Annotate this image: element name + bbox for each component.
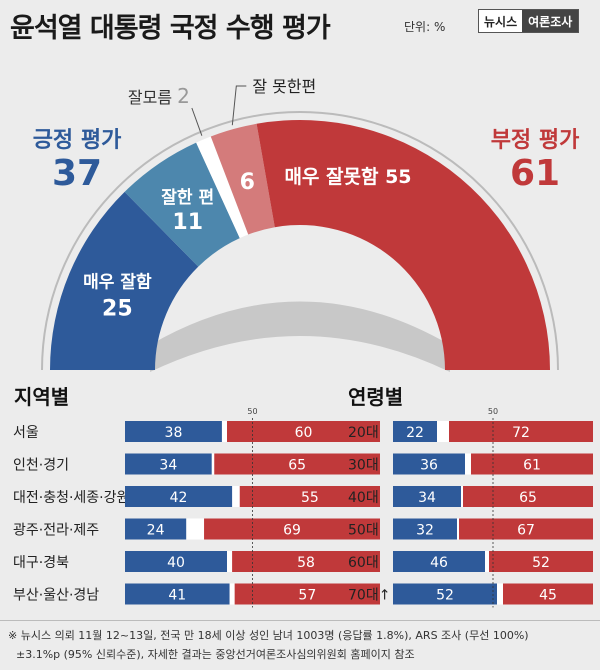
age-row-label-4: 50대 bbox=[348, 523, 379, 539]
region-chart-title: 지역별 bbox=[14, 385, 70, 409]
positive-value: 37 bbox=[51, 153, 103, 195]
region-bar-neg-1 bbox=[227, 421, 380, 442]
region-bar-pos-5 bbox=[125, 551, 227, 572]
region-bar-pos-1 bbox=[125, 421, 222, 442]
region-neg-value-1: 60 bbox=[295, 425, 313, 441]
region-pos-value-6: 41 bbox=[168, 588, 186, 604]
slice-leader-4 bbox=[231, 85, 247, 126]
slice-label-4: 잘 못한편 bbox=[252, 77, 316, 96]
age-neg-value-2: 61 bbox=[523, 458, 541, 474]
age-bar-pos-1 bbox=[393, 421, 437, 442]
slice-value-2: 11 bbox=[172, 210, 203, 235]
region-bar-pos-4 bbox=[125, 518, 187, 540]
arc-slice-3 bbox=[196, 136, 249, 239]
age-row-label-3: 40대 bbox=[348, 490, 379, 506]
age-bar-pos-2 bbox=[393, 453, 465, 475]
age-row-label-5: 60대 bbox=[348, 555, 379, 571]
region-bar-neg-3 bbox=[239, 486, 380, 507]
brand-survey: 여론조사 bbox=[522, 10, 579, 32]
region-neg-value-5: 58 bbox=[297, 555, 315, 571]
age-bar-neg-2 bbox=[471, 453, 593, 475]
stacked-bar-charts: 50 서울 38 60 인천·경기 34 65 대전·충청·세종·강원 42 55 광주·전라·제주… bbox=[13, 407, 593, 608]
age-bar-neg-1 bbox=[449, 421, 593, 442]
region-row-label-3: 대전·충청·세종·강원 bbox=[13, 490, 129, 506]
age-bar-pos-4 bbox=[393, 518, 457, 540]
region-ref-label: 50 bbox=[247, 407, 257, 416]
brand-name: 뉴시스 bbox=[479, 10, 523, 32]
age-bar-neg-4 bbox=[459, 518, 593, 540]
age-row-label-2: 30대 bbox=[348, 458, 379, 474]
region-pos-value-4: 24 bbox=[147, 523, 165, 539]
region-bar-neg-2 bbox=[214, 453, 380, 475]
region-pos-value-5: 40 bbox=[167, 555, 185, 571]
arc-floor-shadow bbox=[150, 301, 450, 372]
region-bar-pos-2 bbox=[125, 453, 212, 475]
region-pos-value-2: 34 bbox=[159, 458, 177, 474]
negative-label: 부정 평가 bbox=[490, 128, 580, 153]
age-neg-value-1: 72 bbox=[512, 425, 530, 441]
age-bar-pos-5 bbox=[393, 551, 485, 572]
arc-outer-ring bbox=[41, 111, 559, 371]
age-bar-pos-3 bbox=[393, 486, 461, 507]
region-pos-value-3: 42 bbox=[170, 490, 188, 506]
region-bar-pos-6 bbox=[125, 583, 230, 605]
arc-slice-5 bbox=[256, 120, 550, 371]
age-pos-value-3: 34 bbox=[418, 490, 436, 506]
arc-slice-2 bbox=[124, 142, 240, 267]
footnote: ※ 뉴시스 의뢰 11월 12~13일, 전국 만 18세 이상 성인 남녀 1… bbox=[8, 627, 593, 664]
age-chart-title: 연령별 bbox=[348, 385, 404, 409]
age-neg-value-3: 65 bbox=[519, 490, 537, 506]
negative-value: 61 bbox=[509, 153, 561, 195]
age-bar-neg-6 bbox=[503, 583, 593, 605]
page-title: 윤석열 대통령 국정 수행 평가 bbox=[10, 13, 331, 44]
region-row-label-5: 대구·경북 bbox=[13, 555, 69, 571]
slice-label-3: 잘모름 2 bbox=[128, 84, 190, 108]
slice-value-1: 25 bbox=[102, 297, 133, 322]
age-pos-value-4: 32 bbox=[416, 523, 434, 539]
footnote-divider bbox=[0, 620, 600, 621]
region-neg-value-4: 69 bbox=[283, 523, 301, 539]
age-bar-neg-3 bbox=[463, 486, 593, 507]
region-bar-neg-5 bbox=[232, 551, 380, 572]
positive-summary: 긍정 평가 37 bbox=[12, 128, 142, 195]
slice-label-5: 매우 잘못함 55 bbox=[284, 166, 411, 188]
age-row-label-6: 70대↑ bbox=[348, 588, 390, 604]
slice-value-3: 2 bbox=[177, 84, 190, 108]
unit-label: 단위: % bbox=[404, 20, 446, 34]
region-row-label-4: 광주·전라·제주 bbox=[13, 523, 99, 539]
age-ref-label: 50 bbox=[488, 407, 498, 416]
region-neg-value-2: 65 bbox=[288, 458, 306, 474]
approval-arc-chart: 매우 잘함 25 잘한 편11 6 매우 잘못함 55 잘모름 2 잘 못한편 bbox=[41, 77, 559, 372]
age-pos-value-2: 36 bbox=[420, 458, 438, 474]
age-bar-neg-5 bbox=[489, 551, 593, 572]
slice-label-2: 잘한 편 bbox=[161, 187, 214, 208]
arc-slice-4 bbox=[210, 123, 275, 235]
brand-badge: 뉴시스 여론조사 bbox=[478, 9, 580, 33]
region-row-label-6: 부산·울산·경남 bbox=[13, 588, 99, 604]
age-bar-pos-6 bbox=[393, 583, 497, 605]
footnote-line-2: ±3.1%p (95% 신뢰수준), 자세한 결과는 중앙선거여론조사심의위원회… bbox=[16, 647, 415, 661]
region-bar-neg-4 bbox=[204, 518, 380, 540]
positive-label: 긍정 평가 bbox=[32, 128, 122, 153]
arc-slice-1 bbox=[50, 191, 199, 370]
age-pos-value-1: 22 bbox=[406, 425, 424, 441]
region-bar-pos-3 bbox=[125, 486, 233, 507]
negative-summary: 부정 평가 61 bbox=[470, 128, 600, 195]
age-neg-value-4: 67 bbox=[517, 523, 535, 539]
age-pos-value-6: 52 bbox=[436, 588, 454, 604]
slice-value-4: 6 bbox=[240, 170, 255, 195]
region-pos-value-1: 38 bbox=[165, 425, 183, 441]
age-pos-value-5: 46 bbox=[430, 555, 448, 571]
slice-leader-3 bbox=[191, 107, 203, 136]
region-bar-neg-6 bbox=[234, 583, 380, 605]
region-row-label-2: 인천·경기 bbox=[13, 458, 69, 474]
region-neg-value-6: 57 bbox=[298, 588, 316, 604]
footnote-line-1: ※ 뉴시스 의뢰 11월 12~13일, 전국 만 18세 이상 성인 남녀 1… bbox=[8, 629, 529, 642]
region-neg-value-3: 55 bbox=[301, 490, 319, 506]
age-neg-value-5: 52 bbox=[532, 555, 550, 571]
age-neg-value-6: 45 bbox=[539, 588, 557, 604]
region-row-label-1: 서울 bbox=[13, 425, 39, 441]
age-row-label-1: 20대 bbox=[348, 425, 379, 441]
slice-label-1: 매우 잘함 bbox=[83, 272, 152, 293]
